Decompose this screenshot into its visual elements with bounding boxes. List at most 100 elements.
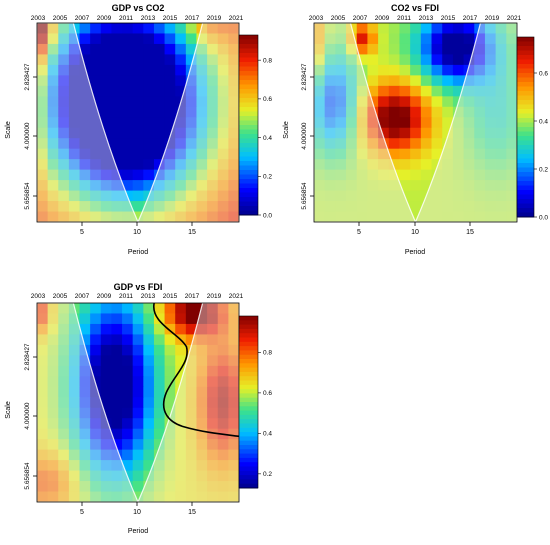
heatmap-cell [164,449,176,461]
contour-line [153,303,239,438]
heatmap-cell [153,303,166,315]
legend-tick-label: 0.0 [263,212,272,219]
heatmap-cell [495,85,507,97]
heatmap-cell [484,159,497,171]
heatmap-cell [474,54,486,66]
legend-swatch [517,86,534,92]
heatmap-cell [47,386,59,398]
heatmap-cell [217,159,229,171]
heatmap-cell [153,365,166,377]
heatmap-cell [132,85,144,97]
heatmap-cell [228,169,239,181]
heatmap-cell [207,75,219,87]
heatmap-cell [79,418,91,430]
x-tick-label: 15 [466,229,474,236]
heatmap-cell [399,211,411,222]
heatmap-cell [228,64,239,76]
heatmap-cell [431,85,443,97]
heatmap-cell [335,169,347,181]
heatmap-cell [90,159,102,171]
heatmap-cell [431,148,443,160]
heatmap-cell [185,117,198,129]
top-tick-label: 2013 [141,293,156,300]
heatmap-cell [122,334,134,346]
heatmap-cell [58,439,70,451]
heatmap-cell [122,138,134,150]
heatmap-cell [335,96,347,108]
heatmap-cell [474,85,486,97]
heatmap-cell [442,64,454,76]
heatmap-cell [196,106,208,118]
heatmap-cell [207,169,219,181]
heatmap-cell [132,449,144,461]
legend-tick-label: 0.4 [263,431,272,438]
heatmap-cell [37,106,49,118]
heatmap-cell [228,397,239,409]
heatmap-cell [207,481,219,493]
heatmap-cell [228,96,239,108]
heatmap-cell [153,106,166,118]
heatmap-cell [324,201,336,213]
heatmap-cell [228,344,239,356]
heatmap-cell [111,64,123,76]
heatmap-cell [324,211,336,222]
heatmap-cell [399,64,411,76]
heatmap-cell [175,64,187,76]
heatmap-cell [37,470,49,482]
heatmap-cell [100,33,113,45]
legend-swatch [517,91,534,96]
heatmap-cell [175,169,187,181]
heatmap-cell [185,96,198,108]
heatmap-cell [143,418,155,430]
heatmap-cell [79,96,91,108]
heatmap-cell [431,201,443,213]
heatmap-cell [207,428,219,440]
heatmap-cell [335,33,347,45]
heatmap-cell [37,460,49,472]
heatmap-cell [420,211,433,222]
top-tick-label: 2009 [97,15,112,22]
heatmap-cell [484,117,497,129]
heatmap-cell [442,169,454,181]
heatmap-cell [196,117,208,129]
heatmap-cell [228,491,239,502]
heatmap-cell [410,190,422,202]
heatmap-cell [47,54,59,66]
heatmap-cell [378,148,390,160]
heatmap-cell [356,138,369,150]
heatmap-cell [37,481,49,493]
heatmap-cell [37,180,49,192]
legend-swatch [517,140,534,146]
heatmap-cell [164,127,176,139]
heatmap-cell [324,43,336,56]
heatmap-cell [100,138,113,150]
legend-swatch [239,475,258,480]
heatmap-cell [79,138,91,150]
heatmap-cell [185,201,198,213]
heatmap-cell [143,33,155,45]
heatmap-cell [314,169,326,181]
heatmap-cell [388,127,401,139]
heatmap-cell [420,54,433,66]
heatmap-cell [79,334,91,346]
heatmap-cell [122,85,134,97]
legend-swatch [239,201,258,207]
legend-swatch [239,397,258,403]
heatmap-cell [175,33,187,45]
heatmap-cell [474,201,486,213]
heatmap-cell [132,201,144,213]
legend-swatch [239,346,258,351]
heatmap-cell [185,334,198,346]
legend-swatch [239,406,258,412]
legend-swatch [517,163,534,168]
heatmap-cell [153,33,166,45]
heatmap-cell [58,106,70,118]
heatmap-cell [132,407,144,419]
heatmap-cell [111,138,123,150]
heatmap-cell [196,418,208,430]
heatmap-cell [153,190,166,202]
legend-swatch [239,483,258,489]
heatmap-cell [196,211,208,222]
legend-tick-label: 0.6 [263,96,272,103]
heatmap-cell [132,376,144,388]
